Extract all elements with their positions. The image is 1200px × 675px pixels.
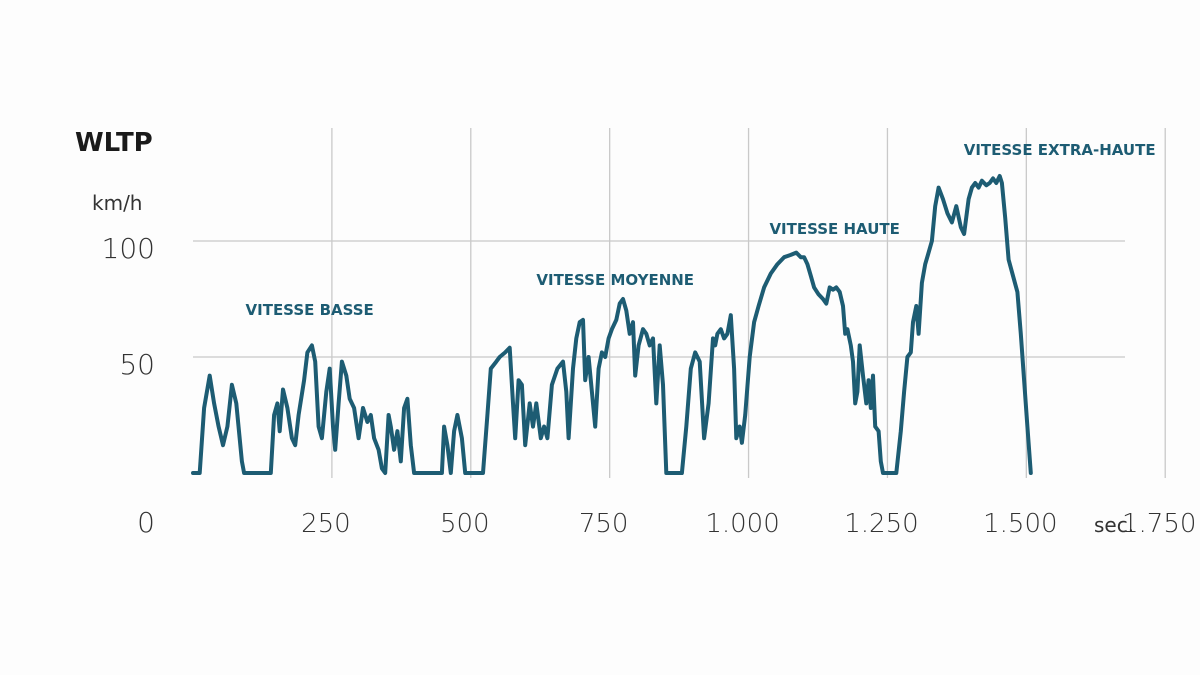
x-tick-label: 1.250 (844, 509, 918, 539)
x-tick-label: 1.500 (983, 509, 1057, 539)
phase-label: VITESSE HAUTE (769, 220, 899, 238)
y-tick-label: 100 (102, 232, 155, 265)
x-tick-label: 1.750 (1122, 509, 1196, 539)
series (191, 174, 1033, 475)
y-axis-unit: km/h (92, 191, 142, 215)
y-ticks: 50 100 (102, 232, 155, 381)
phase-label: VITESSE MOYENNE (536, 271, 694, 289)
phase-labels: VITESSE BASSE VITESSE MOYENNE VITESSE HAUT… (246, 141, 1156, 319)
chart-title: WLTP (75, 128, 153, 158)
x-tick-label: 250 (301, 509, 351, 539)
phase-label: VITESSE EXTRA-HAUTE (964, 141, 1156, 159)
speed-series-line (191, 174, 1033, 475)
phase-label: VITESSE BASSE (246, 301, 374, 319)
x-ticks: 250 500 750 1.000 1.250 1.500 1.750 (301, 509, 1196, 539)
x-axis-unit: sec. (1094, 513, 1134, 537)
grid (193, 128, 1166, 478)
x-tick-label: 750 (579, 509, 629, 539)
x-tick-label: 500 (440, 509, 490, 539)
y-tick-label: 50 (119, 348, 155, 381)
origin-label: 0 (137, 506, 155, 539)
x-tick-label: 1.000 (705, 509, 779, 539)
